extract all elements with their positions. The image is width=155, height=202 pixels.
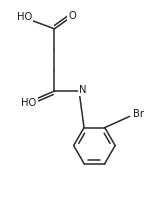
Text: O: O <box>68 11 76 21</box>
Text: Br: Br <box>133 109 144 119</box>
Text: HO: HO <box>22 98 37 107</box>
Text: HO: HO <box>17 12 32 22</box>
Text: N: N <box>79 85 87 95</box>
